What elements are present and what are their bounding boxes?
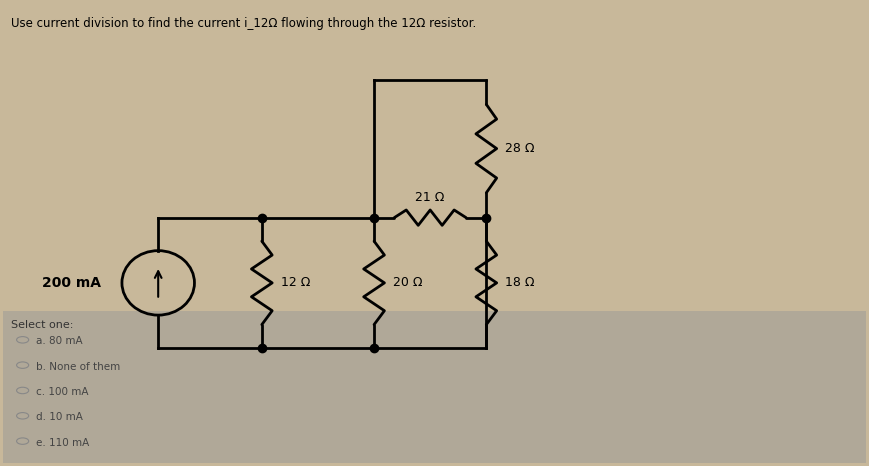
Text: Use current division to find the current i_12Ω flowing through the 12Ω resistor.: Use current division to find the current… (11, 17, 477, 30)
Text: b. None of them: b. None of them (36, 362, 120, 371)
Text: c. 100 mA: c. 100 mA (36, 387, 88, 397)
Text: Select one:: Select one: (11, 321, 74, 330)
Text: d. 10 mA: d. 10 mA (36, 412, 83, 422)
Text: 20 Ω: 20 Ω (393, 276, 422, 289)
Text: e. 110 mA: e. 110 mA (36, 438, 89, 447)
Text: a. 80 mA: a. 80 mA (36, 336, 83, 346)
Text: 28 Ω: 28 Ω (505, 142, 534, 155)
Bar (3, 311, 866, 463)
Text: 21 Ω: 21 Ω (415, 191, 445, 204)
Text: 200 mA: 200 mA (43, 276, 102, 290)
Text: 12 Ω: 12 Ω (281, 276, 310, 289)
Text: 18 Ω: 18 Ω (505, 276, 534, 289)
